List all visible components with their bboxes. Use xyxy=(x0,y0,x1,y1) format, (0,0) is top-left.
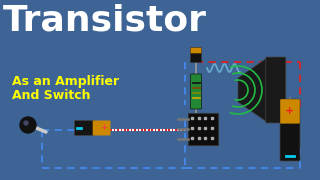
Text: Transistor: Transistor xyxy=(3,3,207,37)
FancyBboxPatch shape xyxy=(93,120,110,136)
Polygon shape xyxy=(238,58,267,122)
FancyBboxPatch shape xyxy=(266,57,286,123)
FancyBboxPatch shape xyxy=(75,120,95,136)
FancyBboxPatch shape xyxy=(190,48,202,62)
FancyBboxPatch shape xyxy=(191,48,201,53)
FancyBboxPatch shape xyxy=(188,113,218,145)
Text: And Switch: And Switch xyxy=(12,89,91,102)
Text: +: + xyxy=(100,123,107,132)
Circle shape xyxy=(20,117,36,133)
FancyBboxPatch shape xyxy=(190,74,202,109)
FancyBboxPatch shape xyxy=(280,99,300,124)
Circle shape xyxy=(24,121,28,125)
Text: +: + xyxy=(285,106,295,116)
FancyBboxPatch shape xyxy=(280,99,300,161)
Text: As an Amplifier: As an Amplifier xyxy=(12,75,119,88)
